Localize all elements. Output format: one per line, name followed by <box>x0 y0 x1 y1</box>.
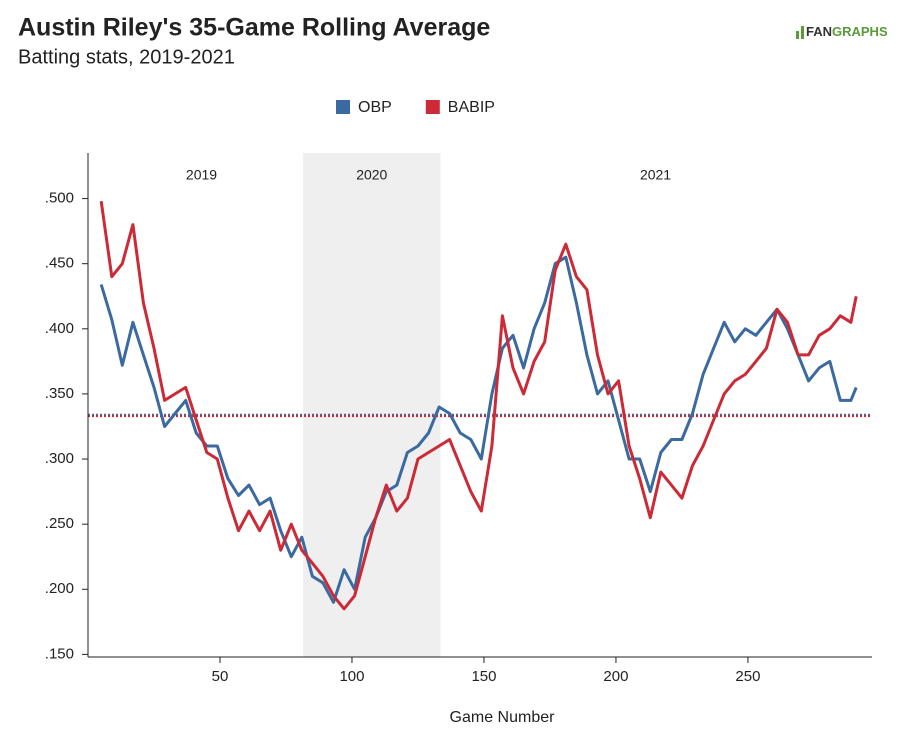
x-axis-label: Game Number <box>450 709 556 726</box>
season-label: 2019 <box>186 167 217 183</box>
y-tick-label: .300 <box>45 450 74 467</box>
legend-swatch <box>336 100 350 114</box>
logo-bar <box>801 26 804 39</box>
chart-title: Austin Riley's 35-Game Rolling Average <box>18 14 490 42</box>
legend-label: BABIP <box>448 99 495 116</box>
x-tick-label: 200 <box>603 668 628 685</box>
brand-logo: FANGRAPHS <box>796 24 888 39</box>
y-tick-label: .250 <box>45 515 74 532</box>
season-label: 2021 <box>640 167 671 183</box>
legend-swatch <box>425 100 440 114</box>
x-tick-label: 50 <box>212 668 229 685</box>
chart-subtitle: Batting stats, 2019-2021 <box>18 46 235 68</box>
shaded-region <box>303 153 441 657</box>
y-tick-label: .450 <box>45 255 74 272</box>
series-line <box>99 200 858 611</box>
y-tick-label: .350 <box>45 385 74 402</box>
x-tick-label: 150 <box>471 668 496 685</box>
y-tick-label: .150 <box>45 645 74 662</box>
y-tick-label: .200 <box>45 580 74 597</box>
brand-part: GRAPHS <box>832 24 888 39</box>
series-line <box>99 255 858 604</box>
y-tick-label: .400 <box>45 320 74 337</box>
legend-label: OBP <box>358 99 392 116</box>
x-tick-label: 250 <box>735 668 760 685</box>
brand: FANGRAPHS <box>806 24 888 39</box>
season-label: 2020 <box>356 167 387 183</box>
x-tick-label: 100 <box>339 668 364 685</box>
brand-part: FAN <box>806 24 832 39</box>
y-tick-label: .500 <box>45 190 74 207</box>
logo-bar <box>796 31 799 39</box>
